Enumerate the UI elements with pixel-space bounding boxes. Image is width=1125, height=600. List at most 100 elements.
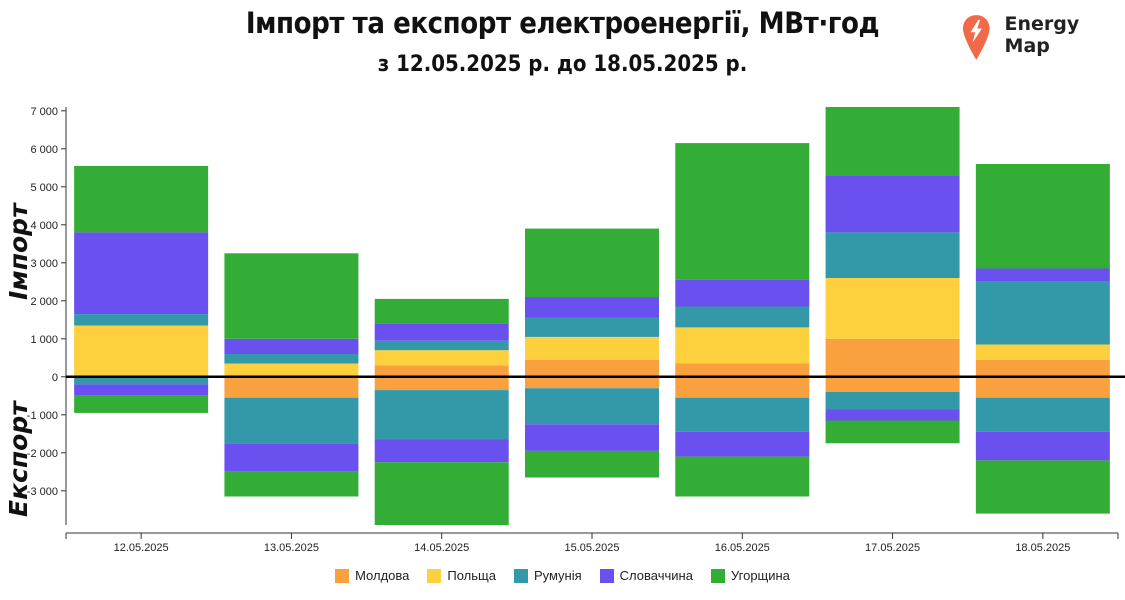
bar-export-Словаччина-17.05.2025 <box>825 409 960 421</box>
x-tick-label: 13.05.2025 <box>264 542 319 554</box>
legend-label: Молдова <box>355 568 410 583</box>
y-tick-label: 6 000 <box>30 144 58 156</box>
legend-item[interactable]: Молдова <box>335 568 409 583</box>
bar-export-Молдова-15.05.2025 <box>525 376 659 389</box>
bar-import-Молдова-16.05.2025 <box>675 363 810 377</box>
bar-export-Угорщина-18.05.2025 <box>975 460 1110 514</box>
bar-export-Словаччина-16.05.2025 <box>675 431 810 457</box>
y-tick-label: 3 000 <box>30 258 58 270</box>
bar-import-Румунія-13.05.2025 <box>224 354 359 364</box>
bar-import-Молдова-17.05.2025 <box>825 338 960 377</box>
bar-export-Румунія-14.05.2025 <box>374 390 509 440</box>
legend-swatch <box>335 568 350 583</box>
y-tick-label: 1 000 <box>30 334 58 346</box>
bar-import-Угорщина-15.05.2025 <box>525 228 659 297</box>
x-tick-label: 17.05.2025 <box>865 542 920 554</box>
bar-import-Угорщина-17.05.2025 <box>825 107 960 176</box>
y-tick-label: -3 000 <box>27 486 58 498</box>
legend-item[interactable]: Угорщина <box>710 568 790 583</box>
bar-export-Румунія-15.05.2025 <box>525 388 659 425</box>
bar-export-Румунія-12.05.2025 <box>74 376 209 385</box>
bar-export-Молдова-13.05.2025 <box>224 376 359 398</box>
chart-title: Імпорт та експорт електроенергії, МВт·го… <box>245 6 880 40</box>
bar-import-Польща-18.05.2025 <box>975 344 1110 360</box>
y-tick-label: 4 000 <box>30 220 58 232</box>
legend-swatch <box>513 568 528 583</box>
bar-import-Польща-14.05.2025 <box>374 350 509 366</box>
bar-export-Словаччина-13.05.2025 <box>224 443 359 472</box>
bar-import-Польща-12.05.2025 <box>74 325 209 377</box>
y-tick-label: -2 000 <box>27 448 58 460</box>
legend-swatch <box>427 568 442 583</box>
x-tick-label: 15.05.2025 <box>564 542 619 554</box>
bar-import-Польща-13.05.2025 <box>224 363 359 377</box>
y-tick-label: -1 000 <box>27 410 58 422</box>
bar-import-Угорщина-12.05.2025 <box>74 165 209 233</box>
bar-export-Румунія-13.05.2025 <box>224 397 359 444</box>
bar-import-Молдова-15.05.2025 <box>525 359 659 377</box>
bar-import-Угорщина-18.05.2025 <box>975 164 1110 269</box>
bar-import-Словаччина-15.05.2025 <box>525 297 659 318</box>
chart-subtitle: з 12.05.2025 р. до 18.05.2025 р. <box>377 52 748 77</box>
bar-import-Румунія-16.05.2025 <box>675 306 810 328</box>
y-tick-label: 5 000 <box>30 182 58 194</box>
bar-import-Угорщина-13.05.2025 <box>224 253 359 339</box>
bar-export-Угорщина-13.05.2025 <box>224 471 359 497</box>
bar-import-Словаччина-12.05.2025 <box>74 232 209 315</box>
legend: Молдова Польща Румунія Словаччина Угорщина <box>0 568 1125 583</box>
x-tick-label: 18.05.2025 <box>1015 542 1070 554</box>
bar-import-Молдова-14.05.2025 <box>374 365 509 377</box>
bar-export-Словаччина-12.05.2025 <box>74 384 209 396</box>
bar-export-Молдова-16.05.2025 <box>675 376 810 398</box>
legend-item[interactable]: Румунія <box>513 568 582 583</box>
bar-import-Словаччина-17.05.2025 <box>825 175 960 233</box>
legend-swatch <box>599 568 614 583</box>
legend-item[interactable]: Польща <box>427 568 496 583</box>
bar-import-Молдова-18.05.2025 <box>975 359 1110 377</box>
y-tick-label: 7 000 <box>30 106 58 118</box>
bar-import-Угорщина-16.05.2025 <box>675 143 810 280</box>
legend-item[interactable]: Словаччина <box>599 568 693 583</box>
bar-export-Угорщина-15.05.2025 <box>525 450 659 478</box>
bar-import-Польща-17.05.2025 <box>825 278 960 339</box>
bar-export-Словаччина-18.05.2025 <box>975 431 1110 461</box>
bar-import-Румунія-12.05.2025 <box>74 314 209 326</box>
bar-import-Румунія-15.05.2025 <box>525 317 659 337</box>
legend-label: Польща <box>447 568 496 583</box>
legend-label: Угорщина <box>730 568 790 583</box>
brand-logo: Energy Map <box>962 10 1125 66</box>
export-axis-label: Експорт <box>4 401 33 517</box>
bar-import-Румунія-18.05.2025 <box>975 281 1110 345</box>
bar-export-Угорщина-16.05.2025 <box>675 456 810 497</box>
bar-import-Польща-16.05.2025 <box>675 327 810 364</box>
bar-export-Молдова-14.05.2025 <box>374 376 509 391</box>
y-tick-label: 2 000 <box>30 296 58 308</box>
bar-import-Угорщина-14.05.2025 <box>374 298 509 324</box>
bar-export-Румунія-18.05.2025 <box>975 397 1110 432</box>
bar-export-Угорщина-12.05.2025 <box>74 395 209 413</box>
bar-export-Угорщина-17.05.2025 <box>825 420 960 444</box>
legend-label: Румунія <box>533 568 582 583</box>
bar-import-Румунія-14.05.2025 <box>374 340 509 351</box>
bar-import-Польща-15.05.2025 <box>525 336 659 360</box>
brand-name: Energy Map <box>1004 13 1080 57</box>
bar-export-Румунія-16.05.2025 <box>675 397 810 432</box>
bar-export-Румунія-17.05.2025 <box>825 392 960 410</box>
bar-import-Румунія-17.05.2025 <box>825 232 960 278</box>
bar-import-Словаччина-16.05.2025 <box>675 279 810 307</box>
bar-import-Словаччина-18.05.2025 <box>975 268 1110 282</box>
bar-export-Молдова-18.05.2025 <box>975 376 1110 398</box>
x-tick-label: 12.05.2025 <box>114 542 169 554</box>
location-bolt-icon <box>962 15 990 60</box>
bars-layer <box>74 107 1110 525</box>
bar-export-Молдова-17.05.2025 <box>825 376 960 392</box>
y-tick-label: 0 <box>52 372 58 384</box>
x-tick-label: 16.05.2025 <box>715 542 770 554</box>
bar-export-Словаччина-15.05.2025 <box>525 424 659 451</box>
bar-export-Словаччина-14.05.2025 <box>374 439 509 463</box>
axes-layer: 7 000 6 000 5 000 4 000 3 000 2 000 1 000 0 -1 0… <box>27 106 1125 554</box>
import-axis-label: Імпорт <box>4 203 33 300</box>
legend-swatch <box>710 568 725 583</box>
bar-import-Словаччина-13.05.2025 <box>224 338 359 354</box>
